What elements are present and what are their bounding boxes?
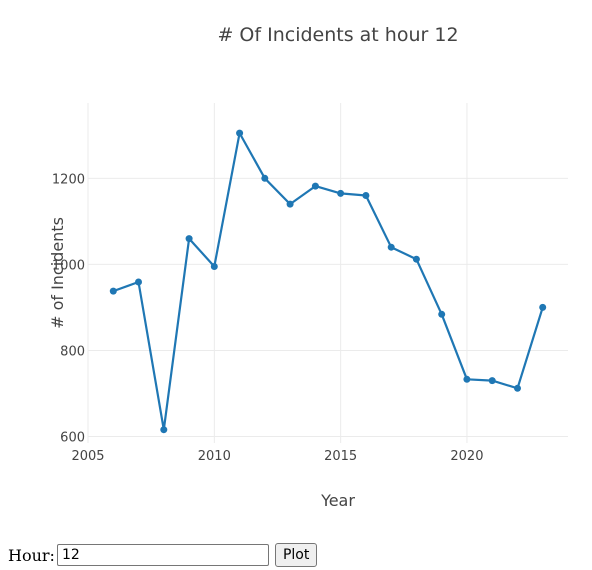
axis-ticks: 2005 2010 2015 2020 600 800 1000 1200: [52, 172, 484, 464]
data-point[interactable]: [488, 377, 496, 385]
data-point[interactable]: [185, 235, 193, 243]
x-axis-title: Year: [320, 491, 355, 510]
data-point[interactable]: [412, 255, 420, 263]
data-point[interactable]: [387, 243, 395, 251]
hour-input[interactable]: [56, 544, 269, 566]
data-point[interactable]: [311, 182, 319, 190]
hour-label: Hour:: [8, 545, 55, 565]
gridlines: [87, 103, 568, 443]
data-point[interactable]: [463, 375, 471, 383]
x-tick-label: 2005: [71, 449, 104, 464]
data-point[interactable]: [160, 426, 168, 434]
data-point[interactable]: [337, 189, 345, 197]
y-axis-title: # of Incidents: [48, 217, 67, 329]
y-tick-label: 1200: [52, 172, 85, 187]
data-point[interactable]: [539, 303, 547, 311]
x-tick-label: 2020: [450, 449, 483, 464]
y-tick-label: 600: [60, 431, 85, 446]
data-point[interactable]: [135, 278, 142, 286]
x-tick-label: 2015: [324, 449, 357, 464]
data-point[interactable]: [438, 310, 446, 318]
y-tick-label: 1000: [52, 258, 85, 273]
data-point[interactable]: [514, 384, 521, 392]
data-point[interactable]: [236, 129, 244, 137]
plot-controls: Hour: Plot: [8, 542, 318, 568]
plot-button[interactable]: Plot: [274, 543, 318, 567]
data-point[interactable]: [261, 174, 269, 182]
incidents-line-chart: # Of Incidents at hour 12 2005 2010 2015 20…: [48, 24, 568, 510]
chart-title: # Of Incidents at hour 12: [217, 24, 458, 46]
series-lines: [112, 132, 544, 431]
data-point[interactable]: [362, 192, 370, 199]
x-tick-label: 2010: [198, 449, 231, 464]
series-markers: [109, 129, 547, 434]
y-tick-label: 800: [60, 344, 85, 359]
series-line: [112, 132, 544, 431]
data-point[interactable]: [109, 287, 117, 295]
data-point[interactable]: [286, 200, 294, 208]
data-point[interactable]: [210, 263, 218, 270]
